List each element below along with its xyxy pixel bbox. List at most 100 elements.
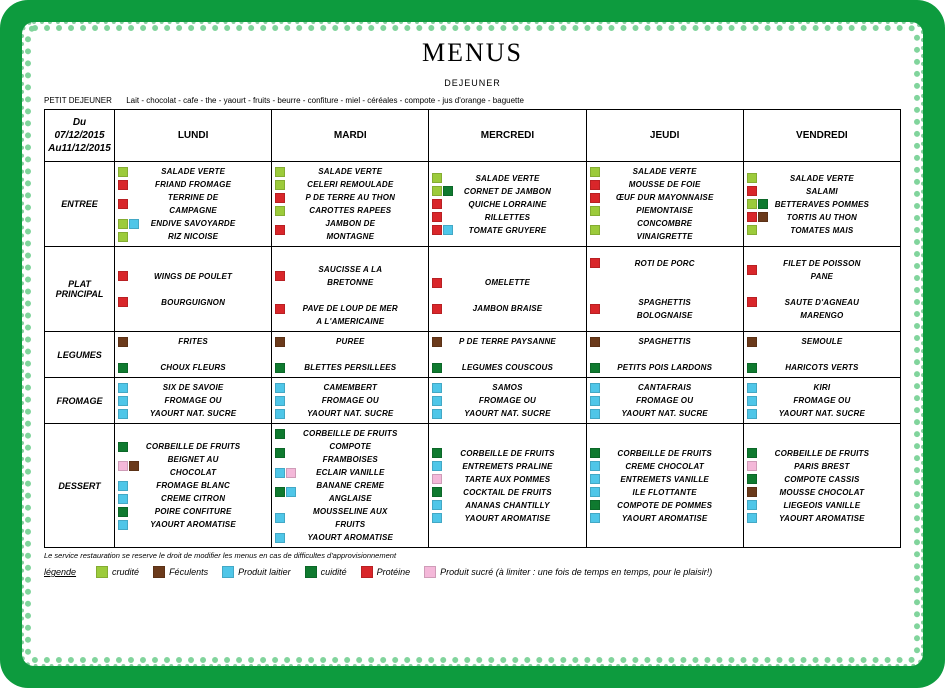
- color-swatch-icon: [275, 363, 285, 373]
- item-label: YAOURT AROMATISE: [458, 512, 582, 525]
- legend-item: Produit laitier: [222, 566, 291, 578]
- item-label: CAMEMBERT: [301, 381, 425, 394]
- color-swatch-icon: [747, 474, 757, 484]
- item-label: FROMAGE OU: [458, 394, 582, 407]
- item-label: YAOURT AROMATISE: [301, 531, 425, 544]
- item-swatches: [432, 186, 458, 196]
- menu-item: MOUSSELINE AUX FRUITS: [275, 505, 425, 531]
- item-swatches: [590, 193, 616, 203]
- item-swatches: [590, 500, 616, 510]
- color-swatch-icon: [758, 212, 768, 222]
- color-swatch-icon: [432, 363, 442, 373]
- menu-item: SALADE VERTE: [590, 165, 740, 178]
- color-swatch-icon: [129, 219, 139, 229]
- item-label: CORBEILLE DE FRUITS: [458, 447, 582, 460]
- color-swatch-icon: [275, 448, 285, 458]
- item-swatches: [118, 481, 144, 491]
- item-label: LIEGEOIS VANILLE: [773, 499, 897, 512]
- color-swatch-icon: [747, 173, 757, 183]
- item-label: QUICHE LORRAINE: [458, 198, 582, 211]
- color-swatch-icon: [118, 219, 128, 229]
- item-label: COMPOTE CASSIS: [773, 473, 897, 486]
- menu-item: QUICHE LORRAINE: [432, 198, 582, 211]
- menu-item: YAOURT NAT. SUCRE: [432, 407, 582, 420]
- item-label: JAMBON DE MONTAGNE: [301, 217, 425, 243]
- menu-item: SAMOS: [432, 381, 582, 394]
- item-label: CHOUX FLEURS: [144, 361, 268, 374]
- legend-item: Féculents: [153, 566, 208, 578]
- color-swatch-icon: [432, 513, 442, 523]
- item-label: SALAMI: [773, 185, 897, 198]
- item-label: PETITS POIS LARDONS: [616, 361, 740, 374]
- item-label: [458, 348, 582, 361]
- color-swatch-icon: [443, 225, 453, 235]
- menu-item: YAOURT AROMATISE: [275, 531, 425, 544]
- item-swatches: [747, 500, 773, 510]
- legend-label: crudité: [112, 567, 139, 577]
- color-swatch-icon: [96, 566, 108, 578]
- item-label: CORBEILLE DE FRUITS: [616, 447, 740, 460]
- item-swatches: [432, 500, 458, 510]
- item-label: KIRI: [773, 381, 897, 394]
- item-label: SALADE VERTE: [144, 165, 268, 178]
- item-swatches: [747, 186, 773, 196]
- color-swatch-icon: [590, 193, 600, 203]
- menu-item: SALADE VERTE: [432, 172, 582, 185]
- item-label: LEGUMES COUSCOUS: [458, 361, 582, 374]
- color-swatch-icon: [275, 409, 285, 419]
- menu-item: FROMAGE OU: [118, 394, 268, 407]
- item-swatches: [275, 206, 301, 216]
- item-label: RIZ NICOISE: [144, 230, 268, 243]
- item-label: FROMAGE OU: [616, 394, 740, 407]
- menu-item: PIEMONTAISE: [590, 204, 740, 217]
- color-swatch-icon: [747, 199, 757, 209]
- category-cell: LEGUMES: [45, 332, 115, 378]
- item-label: COCKTAIL DE FRUITS: [458, 486, 582, 499]
- item-label: SALADE VERTE: [301, 165, 425, 178]
- legend-label: Produit laitier: [238, 567, 291, 577]
- color-swatch-icon: [118, 507, 128, 517]
- item-swatches: [275, 533, 301, 543]
- items-cell: SAUCISSE A LA BRETONNE PAVE DE LOUP DE M…: [272, 247, 429, 332]
- color-swatch-icon: [118, 363, 128, 373]
- item-label: [144, 283, 268, 296]
- items-cell: SIX DE SAVOIEFROMAGE OUYAOURT NAT. SUCRE: [115, 378, 272, 424]
- item-label: ŒUF DUR MAYONNAISE: [616, 191, 740, 204]
- color-swatch-icon: [747, 186, 757, 196]
- menu-item: CORBEILLE DE FRUITS: [747, 447, 897, 460]
- items-cell: CORBEILLE DE FRUITSPARIS BRESTCOMPOTE CA…: [743, 424, 900, 548]
- color-swatch-icon: [590, 258, 600, 268]
- item-swatches: [118, 180, 144, 190]
- item-label: P DE TERRE PAYSANNE: [458, 335, 582, 348]
- item-label: BANANE CREME ANGLAISE: [301, 479, 425, 505]
- color-swatch-icon: [747, 297, 757, 307]
- item-swatches: [747, 199, 773, 209]
- item-label: [773, 283, 897, 296]
- menu-item: ŒUF DUR MAYONNAISE: [590, 191, 740, 204]
- menu-item: P DE TERRE PAYSANNE: [432, 335, 582, 348]
- item-swatches: [432, 448, 458, 458]
- item-label: YAOURT NAT. SUCRE: [616, 407, 740, 420]
- item-swatches: [118, 442, 144, 452]
- item-swatches: [747, 337, 773, 347]
- color-swatch-icon: [432, 337, 442, 347]
- item-label: SPAGHETTIS BOLOGNAISE: [616, 296, 740, 322]
- item-label: SALADE VERTE: [458, 172, 582, 185]
- color-swatch-icon: [275, 533, 285, 543]
- items-cell: WINGS DE POULET BOURGUIGNON: [115, 247, 272, 332]
- item-swatches: [590, 396, 616, 406]
- item-swatches: [118, 409, 144, 419]
- items-cell: SPAGHETTIS PETITS POIS LARDONS: [586, 332, 743, 378]
- item-label: TOMATE GRUYERE: [458, 224, 582, 237]
- item-label: ANANAS CHANTILLY: [458, 499, 582, 512]
- item-label: ENTREMETS VANILLE: [616, 473, 740, 486]
- item-label: [458, 289, 582, 302]
- item-label: [301, 289, 425, 302]
- menu-item: SEMOULE: [747, 335, 897, 348]
- document-sheet: MENUS DEJEUNER PETIT DEJEUNER Lait - cho…: [22, 22, 923, 666]
- item-label: [458, 263, 582, 276]
- color-swatch-icon: [275, 429, 285, 439]
- items-cell: SAMOSFROMAGE OUYAOURT NAT. SUCRE: [429, 378, 586, 424]
- item-label: SEMOULE: [773, 335, 897, 348]
- menu-item: FROMAGE OU: [590, 394, 740, 407]
